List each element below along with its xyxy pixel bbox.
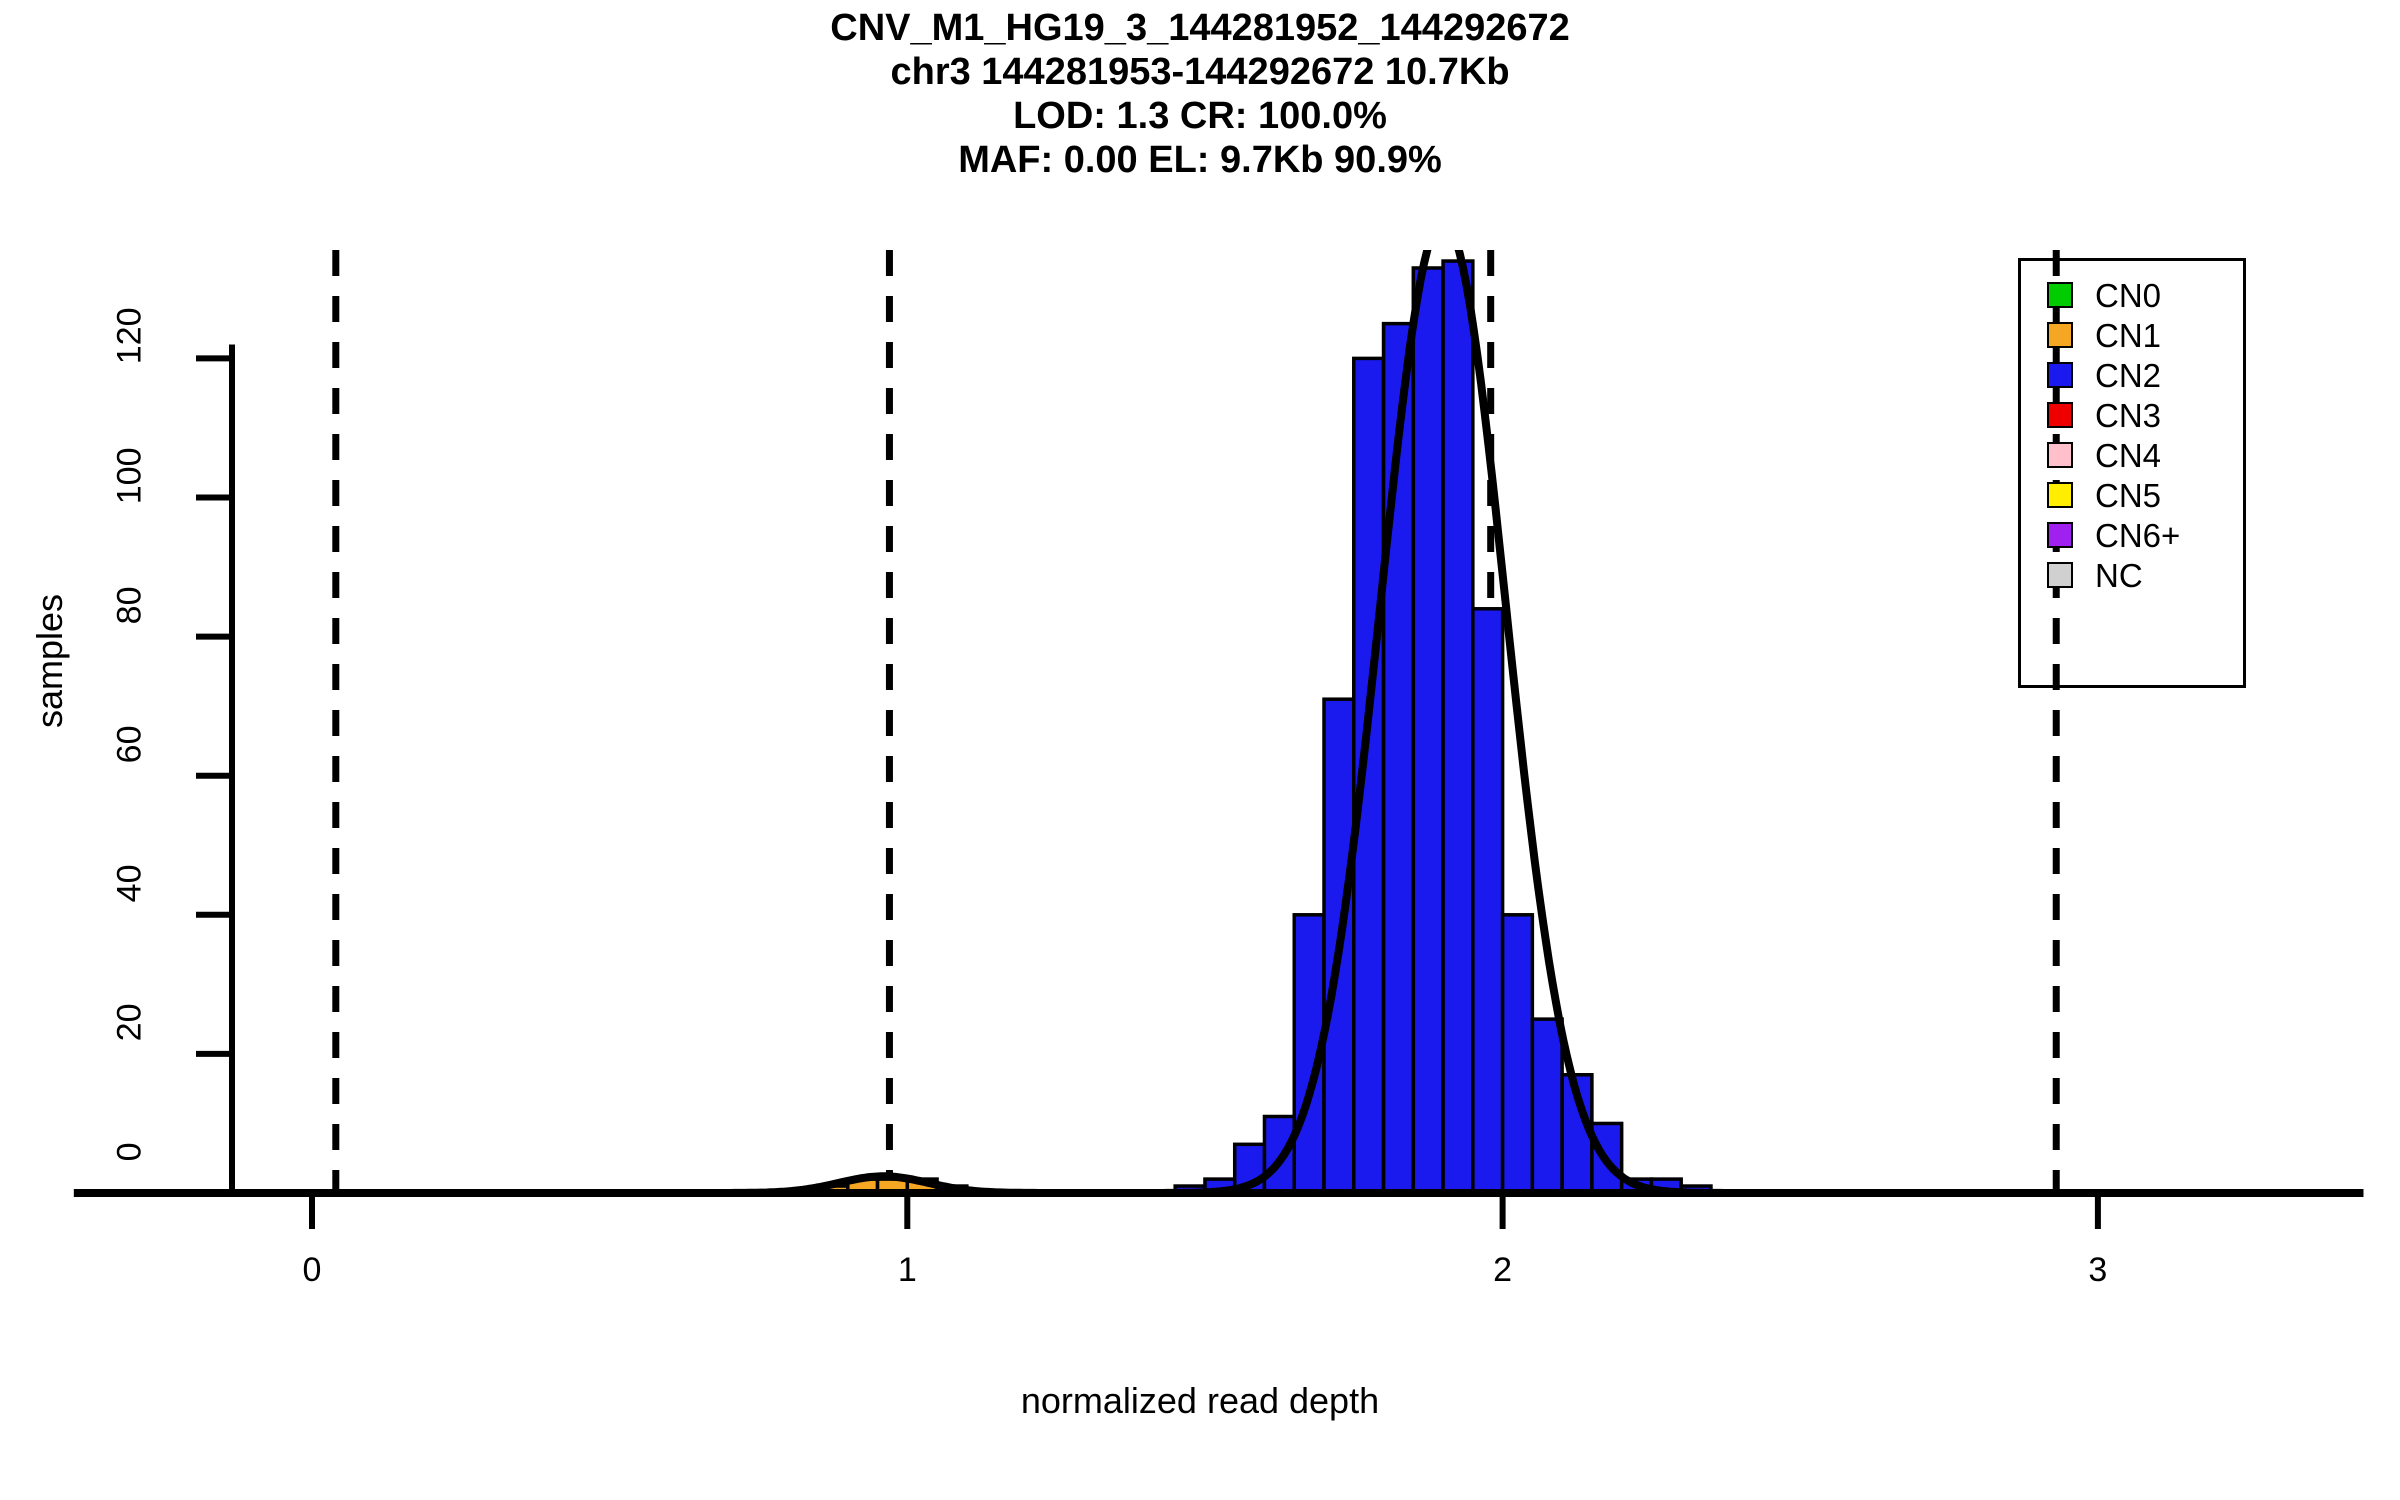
y-tick-label-40: 40	[110, 864, 149, 903]
y-tick-label-80: 80	[110, 586, 149, 624]
x-tick-label-2: 2	[1493, 1251, 1513, 1289]
y-tick-label-120: 120	[110, 307, 149, 365]
title-line-2: chr3 144281953-144292672 10.7Kb	[890, 51, 1510, 93]
x-tick-label-0: 0	[302, 1251, 322, 1289]
histogram-bar	[1530, 1017, 1564, 1195]
legend-label: CN0	[2095, 276, 2162, 314]
y-tick-label-20: 20	[110, 1003, 149, 1042]
legend-item-CN5[interactable]: CN5	[2021, 475, 2243, 515]
legend-swatch-icon-CN2	[2047, 362, 2073, 388]
title-line-4: MAF: 0.00 EL: 9.7Kb 90.9%	[958, 139, 1442, 181]
legend-item-CN6plus[interactable]: CN6+	[2021, 515, 2243, 555]
histogram-bar	[1471, 607, 1505, 1195]
y-tick-label-60: 60	[110, 725, 149, 764]
legend-item-CN2[interactable]: CN2	[2021, 355, 2243, 395]
legend-label: CN3	[2095, 396, 2162, 434]
y-tick-label-0: 0	[110, 1142, 149, 1162]
title-line-3: LOD: 1.3 CR: 100.0%	[1013, 95, 1387, 137]
legend-item-CN0[interactable]: CN0	[2021, 275, 2243, 315]
histogram-bar	[1441, 259, 1475, 1195]
legend-label: CN1	[2095, 316, 2162, 354]
histogram-bar	[1500, 913, 1535, 1195]
legend-label: CN5	[2095, 476, 2162, 514]
legend-swatch-icon-CN3	[2047, 402, 2073, 428]
x-axis-label: normalized read depth	[1020, 1380, 1380, 1421]
legend-swatch-icon-CN1	[2047, 322, 2073, 348]
legend-swatch-icon-CN0	[2047, 282, 2073, 308]
legend-item-CN1[interactable]: CN1	[2021, 315, 2243, 355]
chart-title-block: CNV_M1_HG19_3_144281952_144292672 chr3 1…	[0, 6, 2400, 182]
legend-label: NC	[2095, 556, 2143, 594]
legend-label: CN6+	[2095, 516, 2181, 554]
histogram-bar	[1411, 266, 1445, 1195]
cn-legend: CN0 CN1 CN2 CN3 CN4 CN5 CN6+ NC	[2018, 258, 2246, 688]
legend-item-CN3[interactable]: CN3	[2021, 395, 2243, 435]
legend-label: CN2	[2095, 356, 2162, 394]
legend-item-CN4[interactable]: CN4	[2021, 435, 2243, 475]
title-line-1: CNV_M1_HG19_3_144281952_144292672	[830, 7, 1570, 49]
legend-label: CN4	[2095, 436, 2162, 474]
y-tick-label-100: 100	[110, 447, 149, 504]
x-tick-label-1: 1	[897, 1251, 917, 1289]
legend-item-NC[interactable]: NC	[2021, 555, 2243, 595]
legend-swatch-icon-CN5	[2047, 482, 2073, 508]
y-axis-label: samples	[29, 593, 70, 729]
legend-swatch-icon-NC	[2047, 562, 2073, 588]
legend-swatch-icon-CN6plus	[2047, 522, 2073, 548]
x-tick-label-3: 3	[2088, 1251, 2108, 1289]
legend-swatch-icon-CN4	[2047, 442, 2073, 468]
